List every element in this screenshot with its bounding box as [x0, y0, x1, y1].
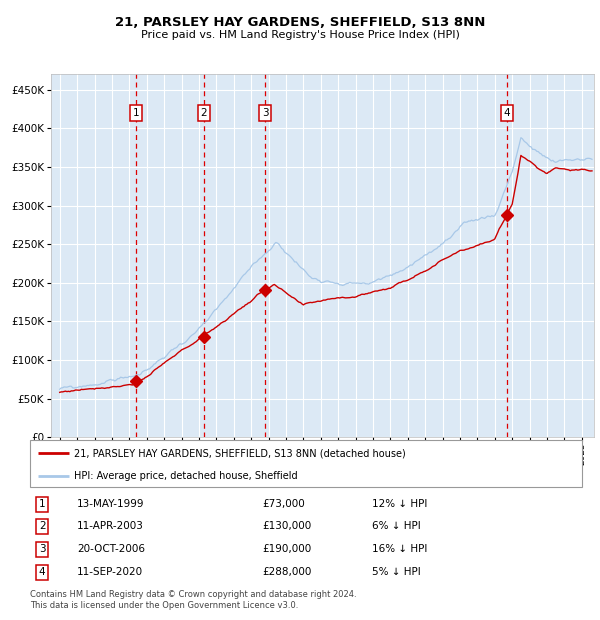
Text: 16% ↓ HPI: 16% ↓ HPI	[372, 544, 428, 554]
Text: £190,000: £190,000	[262, 544, 311, 554]
Text: 11-APR-2003: 11-APR-2003	[77, 521, 144, 531]
Text: 2: 2	[200, 108, 207, 118]
Text: 21, PARSLEY HAY GARDENS, SHEFFIELD, S13 8NN: 21, PARSLEY HAY GARDENS, SHEFFIELD, S13 …	[115, 16, 485, 29]
Text: 2: 2	[39, 521, 46, 531]
Text: 1: 1	[39, 499, 46, 509]
Text: 1: 1	[133, 108, 139, 118]
Text: 21, PARSLEY HAY GARDENS, SHEFFIELD, S13 8NN (detached house): 21, PARSLEY HAY GARDENS, SHEFFIELD, S13 …	[74, 448, 406, 458]
Text: 20-OCT-2006: 20-OCT-2006	[77, 544, 145, 554]
Text: £288,000: £288,000	[262, 567, 311, 577]
Text: 4: 4	[39, 567, 46, 577]
Text: Price paid vs. HM Land Registry's House Price Index (HPI): Price paid vs. HM Land Registry's House …	[140, 30, 460, 40]
Text: 11-SEP-2020: 11-SEP-2020	[77, 567, 143, 577]
Text: 12% ↓ HPI: 12% ↓ HPI	[372, 499, 428, 509]
Text: 5% ↓ HPI: 5% ↓ HPI	[372, 567, 421, 577]
Text: HPI: Average price, detached house, Sheffield: HPI: Average price, detached house, Shef…	[74, 471, 298, 482]
Text: 6% ↓ HPI: 6% ↓ HPI	[372, 521, 421, 531]
Text: 3: 3	[39, 544, 46, 554]
Text: £130,000: £130,000	[262, 521, 311, 531]
Text: £73,000: £73,000	[262, 499, 305, 509]
Text: 13-MAY-1999: 13-MAY-1999	[77, 499, 145, 509]
Text: This data is licensed under the Open Government Licence v3.0.: This data is licensed under the Open Gov…	[30, 601, 298, 611]
Text: 3: 3	[262, 108, 268, 118]
Text: 4: 4	[503, 108, 510, 118]
Text: Contains HM Land Registry data © Crown copyright and database right 2024.: Contains HM Land Registry data © Crown c…	[30, 590, 356, 600]
